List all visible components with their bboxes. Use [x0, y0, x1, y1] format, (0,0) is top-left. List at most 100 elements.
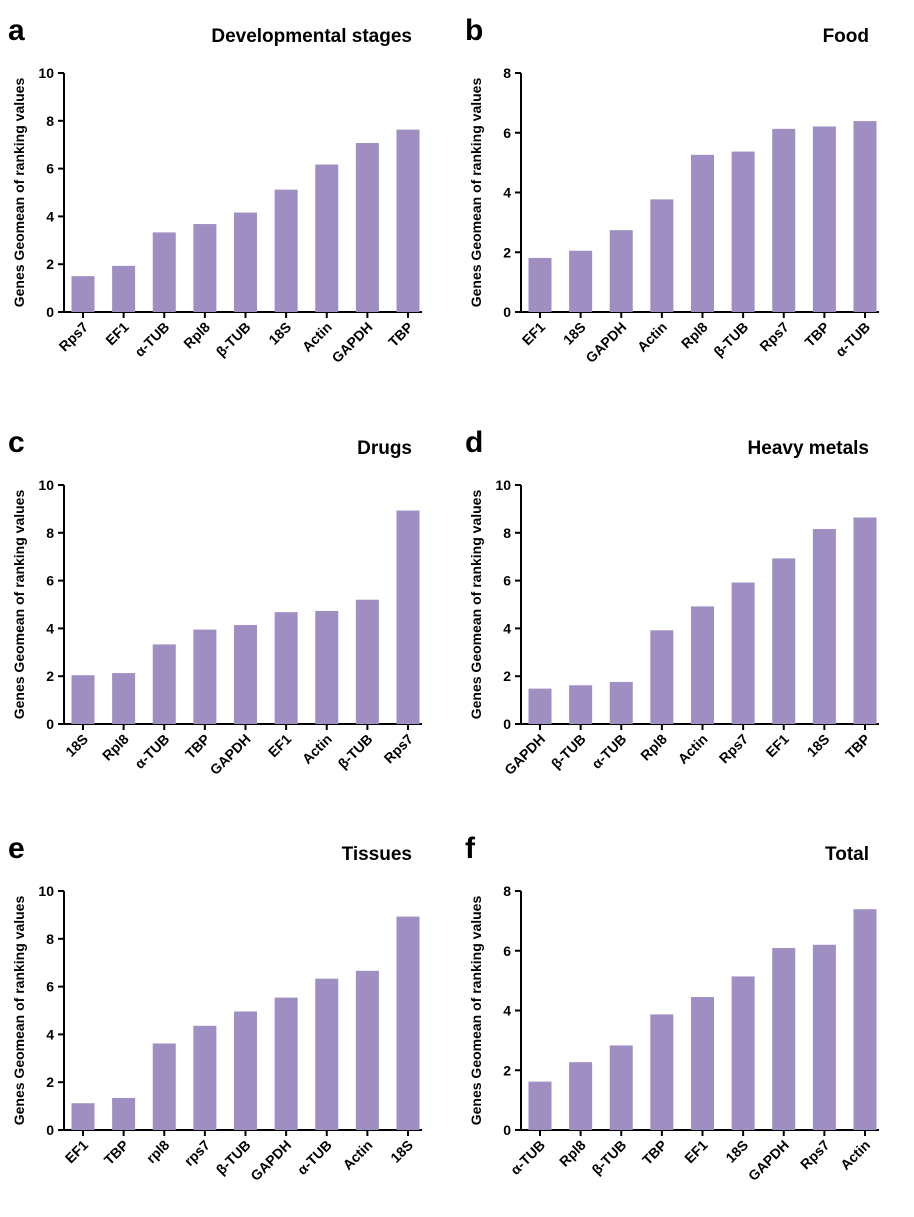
bar-b-8	[853, 121, 877, 312]
y-tick-label: 2	[46, 256, 54, 272]
bar-d-8	[853, 517, 877, 724]
chart-panel-d: d Heavy metals Genes Geomean of ranking va…	[457, 412, 914, 811]
x-tick-label: TBP	[182, 731, 213, 762]
bar-chart-a: a Developmental stages Genes Geomean of ra…	[8, 14, 422, 366]
x-tick-label: Rpl8	[678, 319, 711, 352]
bar-chart-d: d Heavy metals Genes Geomean of ranking va…	[465, 426, 879, 778]
y-tick-label: 8	[46, 113, 54, 129]
x-tick-label: α-TUB	[131, 319, 172, 360]
bar-d-2	[609, 681, 633, 724]
y-axis-label: Genes Geomean of ranking values	[11, 490, 27, 720]
x-tick-label: EF1	[519, 319, 549, 349]
bar-b-3	[650, 199, 674, 312]
y-tick-label: 0	[503, 304, 511, 320]
bar-b-5	[731, 151, 755, 312]
y-tick-label: 4	[46, 620, 54, 636]
x-tick-label: Rps7	[716, 731, 752, 767]
bar-b-4	[691, 154, 714, 312]
x-tick-label: Rpl8	[637, 731, 670, 764]
y-tick-label: 10	[38, 65, 54, 81]
bar-c-5	[274, 612, 298, 724]
y-tick-label: 6	[503, 573, 511, 589]
x-tick-label: TBP	[639, 1137, 670, 1168]
x-tick-label: Actin	[299, 319, 335, 355]
x-tick-label: Actin	[634, 319, 670, 355]
x-tick-label: EF1	[762, 731, 792, 761]
x-tick-label: TBP	[385, 319, 416, 350]
x-tick-label: GAPDH	[247, 1137, 294, 1184]
bar-d-7	[812, 528, 836, 724]
y-axis-label: Genes Geomean of ranking values	[468, 896, 484, 1126]
y-tick-label: 2	[503, 244, 511, 260]
y-tick-label: 0	[46, 304, 54, 320]
bar-c-4	[234, 625, 257, 724]
x-tick-label: 18S	[62, 731, 91, 760]
bar-c-1	[112, 673, 136, 724]
bar-c-2	[152, 644, 176, 724]
bar-a-7	[355, 143, 379, 312]
bar-e-2	[152, 1043, 176, 1130]
x-tick-label: Rps7	[797, 1137, 833, 1173]
bar-e-3	[193, 1025, 217, 1130]
bar-c-3	[193, 629, 217, 724]
x-tick-label: EF1	[62, 1137, 92, 1167]
chart-title: Total	[825, 844, 869, 865]
bar-c-7	[355, 599, 379, 724]
chart-panel-e: e Tissues Genes Geomean of ranking values 0…	[0, 818, 457, 1217]
x-tick-label: Rps7	[756, 319, 792, 355]
bar-f-4	[691, 997, 714, 1130]
bar-f-8	[853, 909, 877, 1130]
bar-e-1	[112, 1097, 136, 1130]
x-tick-label: GAPDH	[582, 319, 629, 366]
y-tick-label: 10	[38, 883, 54, 899]
bar-a-5	[274, 189, 298, 312]
bar-d-6	[772, 558, 796, 724]
y-tick-label: 0	[46, 716, 54, 732]
chart-title: Food	[823, 26, 869, 47]
y-axis-label: Genes Geomean of ranking values	[11, 896, 27, 1126]
y-axis-label: Genes Geomean of ranking values	[468, 78, 484, 308]
y-tick-label: 4	[46, 208, 54, 224]
y-tick-label: 4	[503, 185, 511, 201]
x-tick-label: TBP	[801, 319, 832, 350]
bar-a-1	[112, 265, 136, 312]
bar-a-4	[234, 212, 257, 312]
x-tick-label: TBP	[842, 731, 873, 762]
bar-f-3	[650, 1014, 674, 1130]
y-tick-label: 4	[503, 1003, 511, 1019]
chart-title: Developmental stages	[211, 26, 412, 47]
x-tick-label: GAPDH	[328, 319, 375, 366]
bar-d-5	[731, 582, 755, 724]
x-tick-label: EF1	[681, 1137, 711, 1167]
panel-letter: a	[8, 14, 25, 47]
y-tick-label: 4	[503, 620, 511, 636]
bar-f-5	[731, 976, 755, 1130]
x-tick-label: 18S	[560, 319, 589, 348]
y-tick-label: 0	[503, 1122, 511, 1138]
bar-d-1	[569, 685, 593, 724]
x-tick-label: α-TUB	[131, 731, 172, 772]
bar-f-0	[528, 1081, 552, 1130]
bar-b-7	[812, 126, 836, 312]
bar-chart-e: e Tissues Genes Geomean of ranking values 0…	[8, 832, 422, 1184]
bar-f-7	[812, 944, 836, 1130]
bar-f-1	[569, 1062, 593, 1130]
x-tick-label: α-TUB	[294, 1137, 335, 1178]
x-tick-label: Rps7	[56, 319, 92, 355]
y-tick-label: 6	[503, 125, 511, 141]
y-tick-label: 2	[503, 1062, 511, 1078]
x-tick-label: Actin	[299, 731, 335, 767]
bar-chart-c: c Drugs Genes Geomean of ranking values 0 2 4…	[8, 426, 422, 778]
chart-title: Heavy metals	[748, 438, 869, 459]
y-tick-label: 8	[503, 65, 511, 81]
y-tick-label: 8	[503, 525, 511, 541]
x-tick-label: Rps7	[381, 731, 417, 767]
y-tick-label: 8	[46, 525, 54, 541]
x-tick-label: 18S	[804, 731, 833, 760]
bar-a-2	[152, 232, 176, 312]
chart-panel-c: c Drugs Genes Geomean of ranking values 0 2 4…	[0, 412, 457, 811]
x-tick-label: β-TUB	[588, 1137, 629, 1178]
bar-b-2	[609, 230, 633, 312]
chart-title: Tissues	[342, 844, 412, 865]
x-tick-label: β-TUB	[334, 731, 375, 772]
